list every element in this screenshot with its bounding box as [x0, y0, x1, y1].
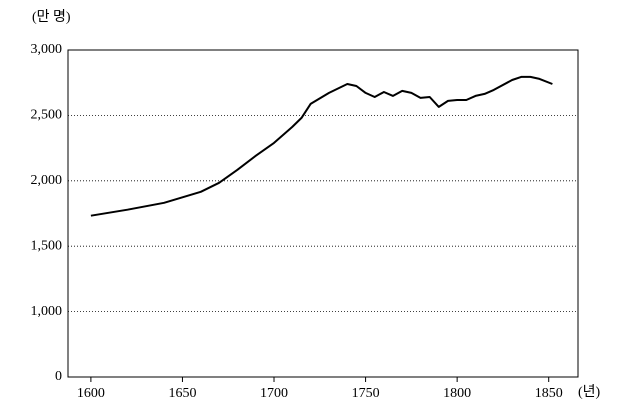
data-line [90, 75, 553, 217]
y-tick-label: 3,000 [31, 42, 63, 57]
x-tick-label: 1850 [535, 386, 563, 401]
plot-frame [67, 49, 579, 378]
y-tick-label: 2,500 [31, 108, 63, 123]
y-tick-label: 0 [55, 369, 62, 384]
x-tick-label: 1600 [77, 386, 105, 401]
x-tick-label: 1650 [168, 386, 196, 401]
x-tick-label: 1700 [260, 386, 288, 401]
x-axis-label: (년) [578, 384, 601, 400]
y-tick-label: 1,500 [31, 238, 63, 253]
y-tick-label: 1,000 [31, 304, 63, 319]
y-axis-label: (만 명) [32, 9, 71, 25]
x-tick-label: 1800 [443, 386, 471, 401]
y-tick-label: 2,000 [31, 173, 63, 188]
x-tick-label: 1750 [352, 386, 380, 401]
